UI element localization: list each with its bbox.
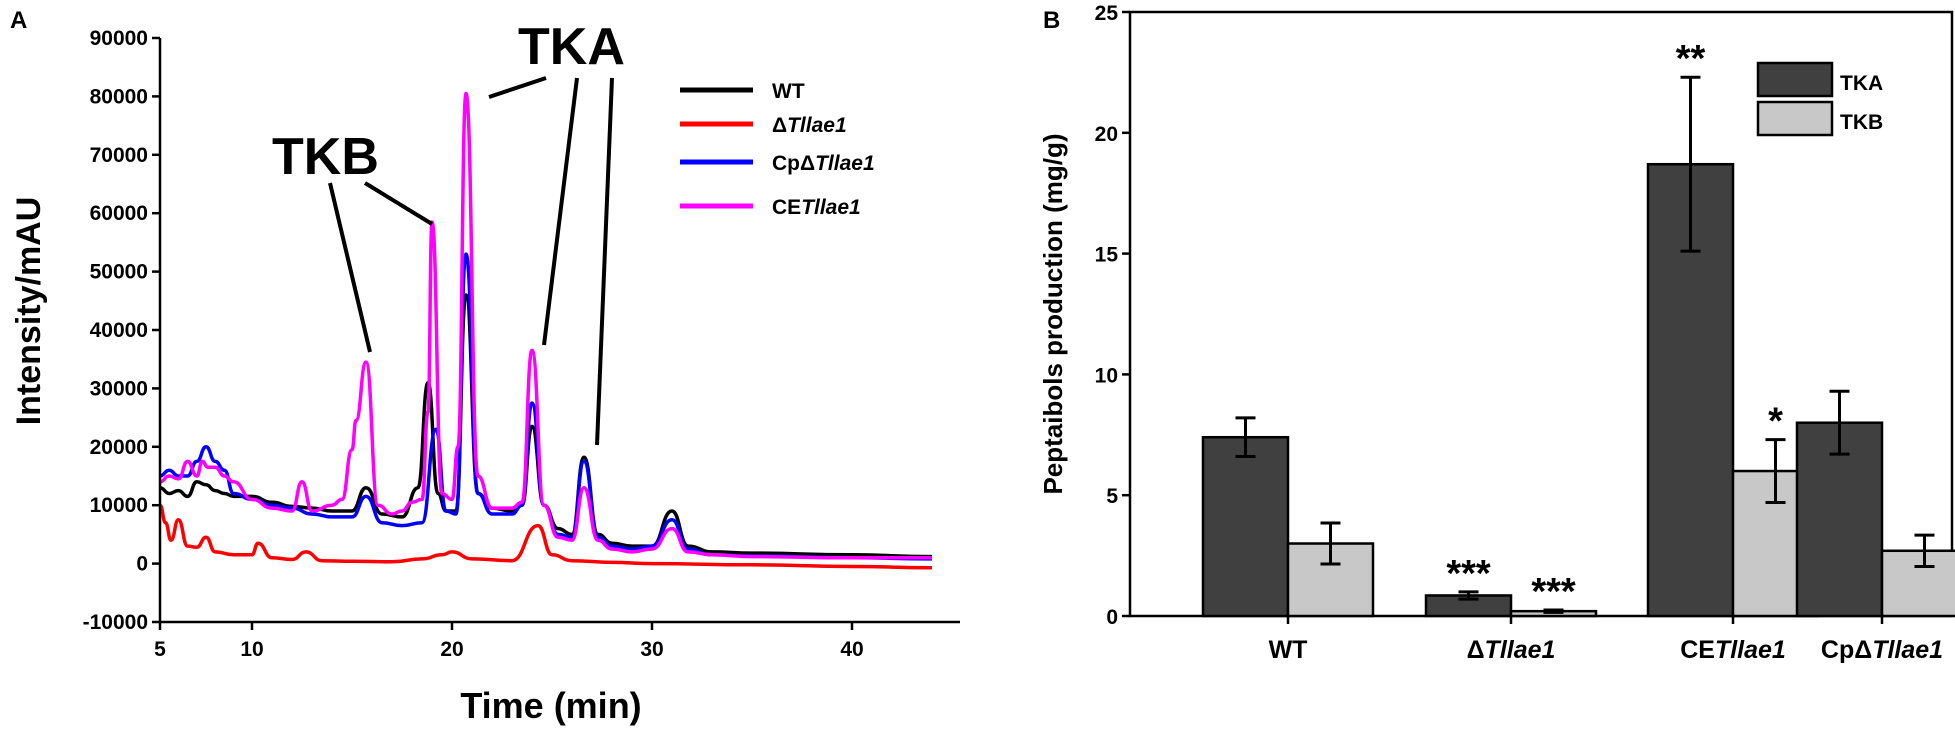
panel-a-x-tick-label: 30: [640, 638, 663, 661]
tka-pointer-line-3: [595, 77, 614, 446]
panel-b-y-tick-label: 10: [1095, 364, 1118, 387]
legend-item-ce-tllae1: CETllae1: [680, 196, 861, 219]
panel-b-bars: *** ******: [1201, 38, 1955, 618]
peak-label-tka: TKA: [518, 18, 625, 76]
panel-a-x-ticks: 5 10 20 30 40: [154, 622, 864, 661]
legend-swatch-tkb: [1756, 100, 1834, 137]
panel-a-x-axis-label: Time (min): [460, 685, 641, 726]
panel-b-y-ticks: 0 5 10 15 20 25: [1095, 2, 1130, 629]
panel-a-y-tick-label: 30000: [90, 377, 148, 400]
panel-a-y-tick-label: 20000: [90, 436, 148, 459]
series-line-cetllae1: [159, 91, 932, 560]
panel-a-series-layer: [158, 91, 933, 570]
tkb-pointer-line-2: [363, 181, 434, 226]
panel-b-y-tick-label: 20: [1095, 123, 1118, 146]
legend-label-wt: WT: [772, 80, 805, 103]
panel-b-label: B: [1043, 7, 1060, 34]
tka-pointer-line-2: [542, 77, 579, 346]
panel-a-y-tick-label: 80000: [90, 85, 148, 108]
panel-a-legend: WT ΔTllae1 CpΔTllae1 CETllae1: [680, 80, 875, 219]
peak-annotation-lines: [328, 76, 614, 446]
panel-a-x-tick-label: 10: [240, 638, 263, 661]
tkb-pointer-line-1: [328, 182, 372, 353]
panel-a-label: A: [10, 7, 27, 34]
series-line-delta-tllae1: [158, 503, 933, 570]
panel-a-y-tick-label: 50000: [90, 261, 148, 284]
series-line-wt: [159, 293, 933, 559]
legend-swatch-tka: [1756, 61, 1834, 98]
panel-a-y-tick-label: 60000: [90, 202, 148, 225]
legend-label-tka: TKA: [1840, 72, 1883, 95]
panel-a-y-axis-label: Intensity/mAU: [10, 197, 48, 426]
category-label-cpdelta-tllae1: CpΔTllae1: [1821, 636, 1943, 664]
series-line-cpdelta-tllae1: [159, 252, 933, 561]
peak-label-tkb: TKB: [272, 128, 379, 186]
bar-tkb-cpdelta-tllae1: [1880, 549, 1955, 618]
legend-item-delta-tllae1: ΔTllae1: [680, 114, 847, 137]
legend-item-wt: WT: [680, 80, 805, 103]
legend-item-cp-delta-tllae1: CpΔTllae1: [680, 152, 875, 175]
panel-a-y-tick-label: 40000: [90, 319, 148, 342]
category-label-delta-tllae1: ΔTllae1: [1467, 636, 1556, 664]
panel-a-y-ticks: -10000 0 10000 20000 30000 40000 50000 60000 700…: [83, 27, 160, 634]
panel-a-x-tick-label: 20: [440, 638, 463, 661]
significance-tkb-delta-tllae1: ***: [1531, 571, 1576, 613]
legend-label-ce-tllae1: CETllae1: [772, 196, 861, 219]
panel-a-y-tick-label: 10000: [90, 494, 148, 517]
panel-b-y-tick-label: 0: [1106, 606, 1118, 629]
category-label-cetllae1: CETllae1: [1680, 636, 1786, 664]
panel-a-x-tick-label: 40: [840, 638, 863, 661]
panel-a-x-tick-label: 5: [154, 638, 166, 661]
significance-tka-delta-tllae1: ***: [1446, 553, 1491, 595]
legend-label-delta-tllae1: ΔTllae1: [772, 114, 847, 137]
panel-b-y-tick-label: 25: [1095, 2, 1119, 25]
panel-b-x-ticks: WT ΔTllae1 CETllae1 CpΔTllae1: [1269, 616, 1943, 664]
panel-b-y-tick-label: 5: [1106, 485, 1118, 508]
panel-b-legend: TKA TKB: [1756, 61, 1883, 137]
panel-a-y-tick-label: 70000: [90, 144, 148, 167]
panel-b-y-tick-label: 15: [1095, 244, 1119, 267]
panel-b-y-axis-label: Peptaibols production (mg/g): [1038, 133, 1068, 494]
legend-label-tkb: TKB: [1840, 111, 1883, 134]
significance-tkb-cetllae1: *: [1768, 401, 1783, 443]
panel-a-y-tick-label: 90000: [90, 27, 148, 50]
significance-tka-cetllae1: **: [1676, 38, 1706, 80]
legend-label-cp-delta-tllae1: CpΔTllae1: [772, 152, 875, 175]
panel-a-chart: -10000 0 10000 20000 30000 40000 50000 60000 700…: [10, 18, 960, 726]
bar-tka-wt: [1201, 435, 1290, 618]
panel-a-y-tick-label: -10000: [83, 611, 148, 634]
panel-a-y-tick-label: 0: [136, 553, 148, 576]
tka-pointer-line-1: [488, 76, 547, 99]
category-label-wt: WT: [1269, 636, 1308, 664]
